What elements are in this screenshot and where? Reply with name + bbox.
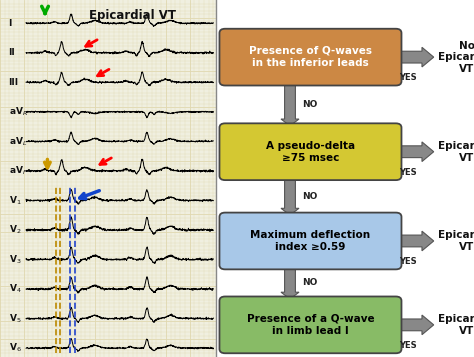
Text: NO: NO: [302, 100, 317, 109]
Polygon shape: [398, 47, 434, 67]
Text: Epicardial VT: Epicardial VT: [89, 9, 176, 22]
Polygon shape: [281, 178, 299, 215]
FancyBboxPatch shape: [219, 296, 401, 353]
Text: Maximum deflection
index ≥0.59: Maximum deflection index ≥0.59: [250, 230, 371, 252]
Text: V$_3$: V$_3$: [9, 253, 21, 266]
Text: I: I: [9, 19, 12, 28]
Polygon shape: [281, 83, 299, 126]
Text: III: III: [9, 78, 18, 87]
Text: V$_1$: V$_1$: [9, 194, 21, 207]
Text: YES: YES: [399, 73, 417, 82]
Text: A pseudo-delta
≥75 msec: A pseudo-delta ≥75 msec: [266, 141, 355, 163]
Text: V$_2$: V$_2$: [9, 224, 21, 236]
Polygon shape: [281, 267, 299, 299]
Bar: [0, 0, 216, 357]
Polygon shape: [398, 142, 434, 161]
Text: aV$_L$: aV$_L$: [9, 135, 27, 147]
Text: Epicardial
VT: Epicardial VT: [438, 141, 474, 162]
Polygon shape: [398, 231, 434, 251]
Text: No
Epicardial
VT: No Epicardial VT: [438, 41, 474, 74]
Text: YES: YES: [399, 168, 417, 177]
Text: V$_6$: V$_6$: [9, 342, 21, 355]
Text: Presence of a Q-wave
in limb lead I: Presence of a Q-wave in limb lead I: [246, 314, 374, 336]
Text: Presence of Q-waves
in the inferior leads: Presence of Q-waves in the inferior lead…: [249, 46, 372, 68]
Text: NO: NO: [302, 192, 317, 201]
Text: II: II: [9, 48, 15, 57]
Text: V$_4$: V$_4$: [9, 283, 21, 295]
Text: V$_5$: V$_5$: [9, 312, 21, 325]
Text: Epicardial
VT: Epicardial VT: [438, 230, 474, 252]
Text: aV$_F$: aV$_F$: [9, 165, 27, 177]
FancyBboxPatch shape: [219, 29, 401, 86]
Text: NO: NO: [302, 278, 317, 287]
Text: aV$_R$: aV$_R$: [9, 106, 27, 118]
Text: YES: YES: [399, 257, 417, 266]
FancyBboxPatch shape: [219, 124, 401, 180]
Text: Epicardial
VT: Epicardial VT: [438, 314, 474, 336]
Text: YES: YES: [399, 341, 417, 350]
FancyBboxPatch shape: [219, 213, 401, 269]
Polygon shape: [398, 315, 434, 335]
